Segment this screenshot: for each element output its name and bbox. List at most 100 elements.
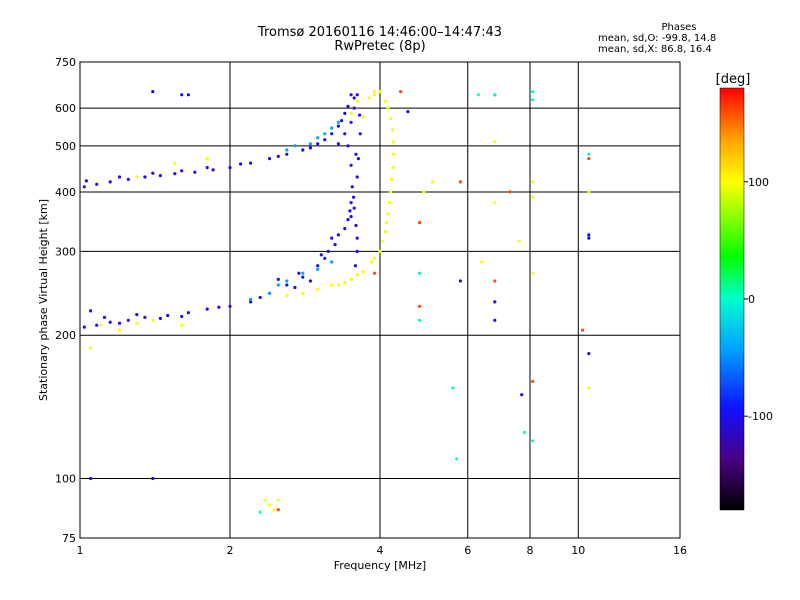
data-point <box>285 279 289 283</box>
data-point <box>308 279 312 283</box>
data-point <box>285 294 289 298</box>
data-point <box>531 439 535 443</box>
data-point <box>356 157 360 161</box>
data-point <box>186 311 190 315</box>
data-point <box>520 393 524 397</box>
x-tick-label: 1 <box>77 544 84 557</box>
colorbar-label: [deg] <box>716 72 751 87</box>
data-point <box>349 201 353 205</box>
data-point <box>316 267 320 271</box>
data-point <box>391 140 395 144</box>
y-tick-label: 200 <box>55 329 76 342</box>
y-tick-label: 400 <box>55 186 76 199</box>
y-tick-label: 75 <box>62 532 76 545</box>
data-point <box>267 503 272 507</box>
data-point <box>276 283 280 287</box>
data-point <box>228 304 232 308</box>
data-point <box>89 476 93 481</box>
data-point <box>117 328 122 332</box>
data-point <box>308 146 312 150</box>
data-point <box>587 386 591 390</box>
data-point <box>217 305 221 309</box>
data-point <box>316 142 320 146</box>
data-point <box>350 185 354 189</box>
data-point <box>276 498 280 502</box>
data-point <box>205 166 209 170</box>
data-point <box>186 93 190 97</box>
data-point <box>355 273 359 277</box>
data-point <box>285 148 289 152</box>
grid <box>80 62 680 538</box>
data-point <box>95 323 99 327</box>
data-points <box>82 90 591 514</box>
data-point <box>276 508 280 512</box>
data-point <box>301 291 305 295</box>
data-point <box>180 169 184 173</box>
y-axis-ticks: 75 100 200 300 400 500 600 750 <box>55 56 76 545</box>
data-point <box>330 283 334 287</box>
data-point <box>330 236 334 240</box>
phase-stats-heading: Phases <box>661 22 697 33</box>
data-point <box>587 233 591 237</box>
y-tick-label: 500 <box>55 140 76 153</box>
data-point <box>158 316 162 320</box>
data-point <box>417 304 422 308</box>
data-point <box>431 180 435 184</box>
colorbar-tick-label: 0 <box>748 293 755 306</box>
data-point <box>352 206 356 210</box>
data-point <box>531 379 535 383</box>
data-point <box>135 321 139 325</box>
data-point <box>372 93 377 97</box>
data-point <box>383 99 387 103</box>
data-point <box>367 96 371 100</box>
data-point <box>135 175 139 179</box>
data-point <box>193 170 197 174</box>
data-point <box>343 227 347 231</box>
data-point <box>587 352 591 356</box>
data-point <box>389 190 393 194</box>
data-point <box>372 90 377 94</box>
data-point <box>358 132 362 136</box>
data-point <box>323 132 327 136</box>
data-point <box>531 180 535 184</box>
data-point <box>336 124 340 128</box>
data-point <box>517 239 521 243</box>
phase-stats-o: mean, sd,O: -99.8, 14.8 <box>598 33 717 44</box>
data-point <box>117 175 122 179</box>
data-point <box>353 264 357 268</box>
data-point <box>285 152 289 156</box>
data-point <box>384 220 388 225</box>
data-point <box>293 144 297 148</box>
data-point <box>258 295 262 300</box>
data-point <box>348 209 352 213</box>
data-point <box>239 162 243 166</box>
data-point <box>531 98 535 102</box>
data-point <box>355 93 359 97</box>
data-point <box>135 313 139 317</box>
data-point <box>493 140 497 144</box>
data-point <box>263 498 267 502</box>
data-point <box>390 177 394 181</box>
x-tick-label: 2 <box>227 544 234 557</box>
data-point <box>330 260 334 264</box>
data-point <box>581 328 585 332</box>
data-point <box>493 300 497 304</box>
data-point <box>383 230 387 234</box>
data-point <box>352 195 356 199</box>
data-point <box>126 318 130 322</box>
data-point <box>330 132 334 136</box>
data-point <box>361 270 365 274</box>
data-point <box>349 277 353 281</box>
data-point <box>372 256 377 260</box>
data-point <box>126 177 130 181</box>
data-point <box>355 236 359 240</box>
data-point <box>211 168 215 172</box>
data-point <box>476 93 480 97</box>
data-point <box>458 180 462 184</box>
data-point <box>386 106 390 110</box>
data-point <box>173 161 177 165</box>
data-point <box>587 152 591 156</box>
x-tick-label: 16 <box>673 544 687 557</box>
data-point <box>301 275 305 279</box>
